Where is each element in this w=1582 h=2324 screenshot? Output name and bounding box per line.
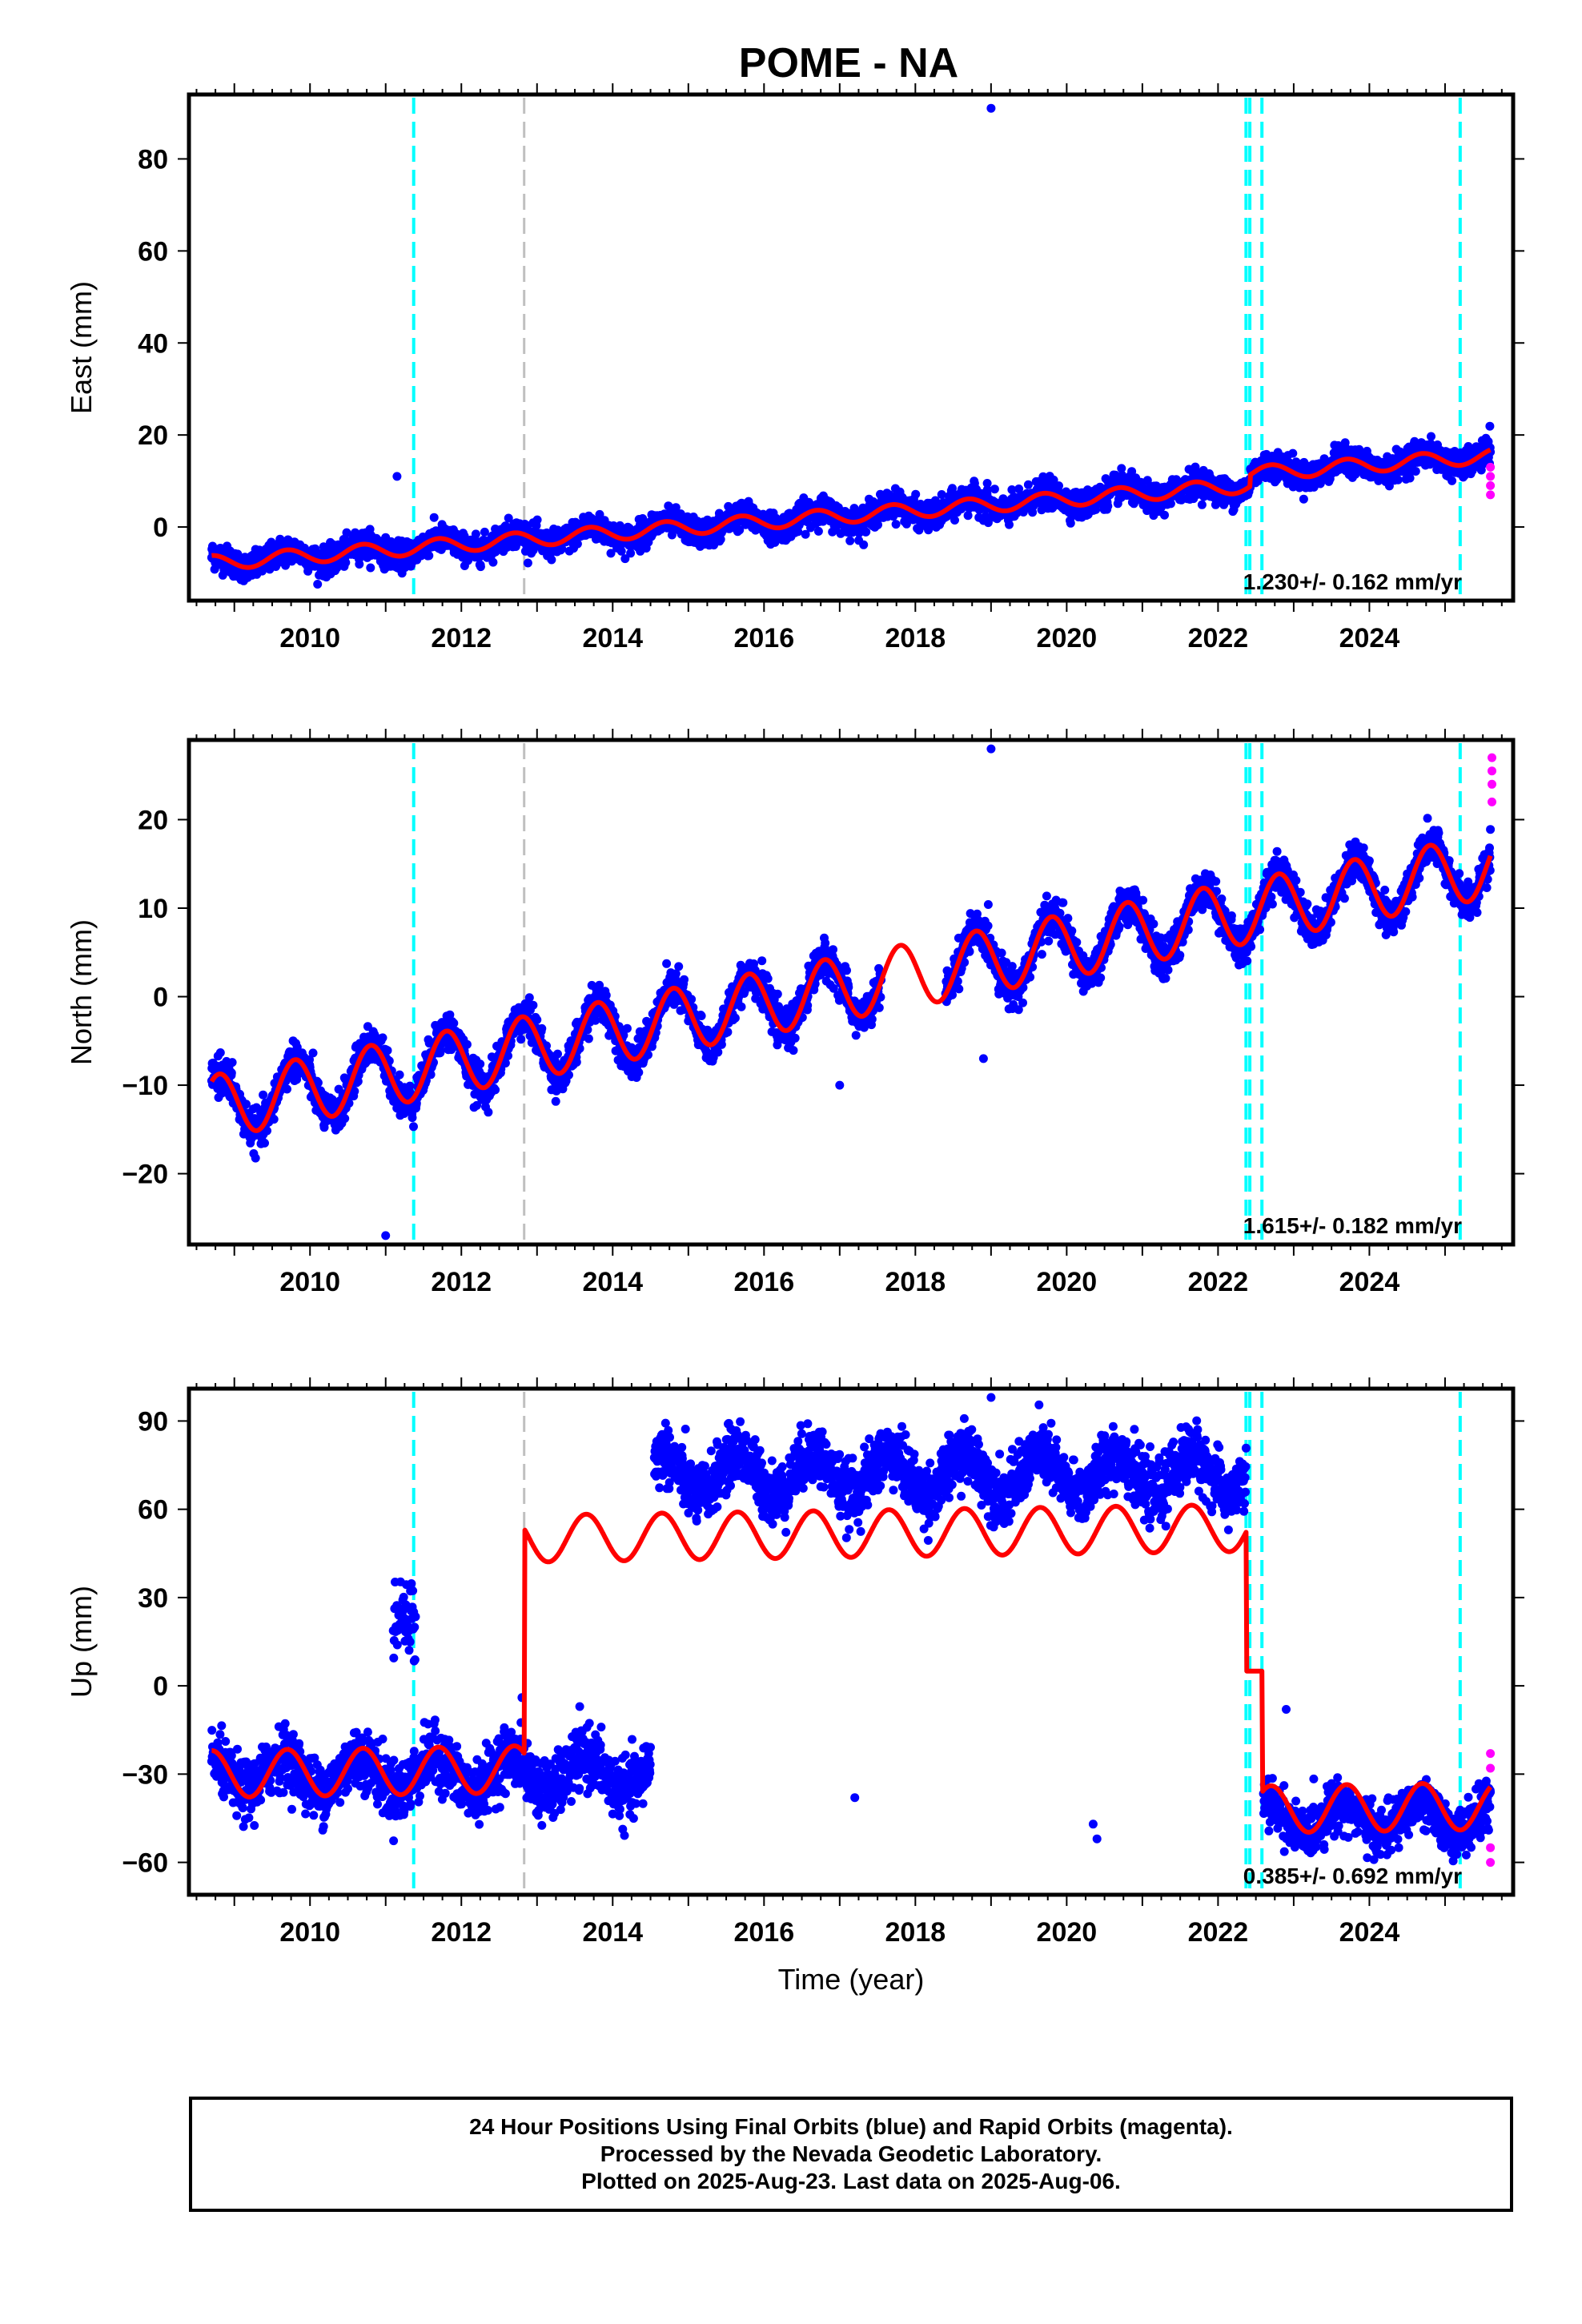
x-tick-label: 2024	[1339, 623, 1400, 653]
data-point	[392, 472, 402, 481]
data-point	[308, 1048, 318, 1058]
data-point	[471, 529, 480, 539]
data-point	[504, 513, 513, 523]
data-point	[476, 562, 485, 572]
data-point	[986, 103, 996, 113]
data-point	[387, 537, 396, 546]
x-tick-label: 2010	[279, 623, 340, 653]
y-tick-label: 20	[138, 420, 168, 451]
data-point	[480, 527, 489, 537]
data-point	[1103, 501, 1113, 511]
y-tick-label: 40	[138, 328, 168, 359]
data-point	[1427, 432, 1435, 441]
data-point	[1299, 494, 1308, 504]
data-point	[671, 503, 681, 513]
data-point	[227, 1068, 236, 1078]
data-point	[1393, 475, 1403, 485]
data-point	[572, 539, 582, 549]
rapid-orbit-point	[1486, 462, 1496, 472]
data-point	[901, 519, 911, 529]
data-point	[982, 479, 992, 488]
data-point	[620, 554, 630, 564]
data-point	[251, 1153, 260, 1163]
rapid-orbit-point	[1486, 480, 1496, 490]
data-point	[861, 527, 871, 537]
data-point	[355, 560, 364, 569]
data-point	[716, 535, 725, 544]
final-orbit-points	[207, 103, 1496, 589]
data-point	[532, 515, 542, 525]
data-point	[845, 536, 855, 545]
x-tick-label: 2018	[885, 623, 946, 653]
panel-north: 2010 2012 2014 2016 2018 2020 2022 2024−20−1001…	[65, 729, 1524, 1297]
data-point	[269, 1115, 279, 1124]
data-point	[523, 558, 532, 568]
data-point	[227, 1058, 237, 1068]
data-point	[616, 546, 626, 556]
data-point	[595, 509, 604, 519]
data-point	[547, 555, 556, 565]
data-point	[911, 489, 921, 499]
y-tick-label: 60	[138, 236, 168, 267]
panel-east: 2010 2012 2014 2016 2018 2020 2022 2024 0 20 40 60 8…	[65, 83, 1524, 653]
data-point	[341, 558, 351, 567]
data-point	[1485, 421, 1495, 431]
y-tick-label: 0	[153, 513, 168, 543]
data-point	[215, 1048, 225, 1057]
data-point	[1447, 476, 1457, 485]
rapid-orbit-point	[1486, 472, 1496, 481]
x-tick-label: 2012	[431, 623, 492, 653]
data-point	[1066, 518, 1075, 528]
data-point	[460, 531, 469, 541]
velocity-rate-label: 1.230+/- 0.162 mm/yr	[1243, 569, 1462, 594]
data-point	[813, 526, 823, 536]
data-point	[1288, 448, 1298, 458]
data-point	[260, 1138, 269, 1148]
data-point	[1411, 467, 1420, 476]
x-tick-label: 2016	[733, 623, 794, 653]
x-tick-label: 2020	[1037, 623, 1098, 653]
x-tick-label: 2022	[1188, 623, 1249, 653]
x-tick-label: 2014	[582, 623, 643, 653]
data-point	[424, 551, 434, 561]
data-point	[950, 516, 959, 525]
data-point	[990, 485, 999, 494]
data-point	[948, 484, 957, 493]
data-point	[735, 525, 745, 535]
data-point	[606, 549, 616, 558]
data-point	[242, 1100, 251, 1109]
data-point	[340, 1114, 350, 1124]
data-point	[1160, 510, 1169, 520]
data-point	[891, 520, 901, 529]
data-point	[429, 513, 439, 522]
final-orbit-points	[207, 744, 1496, 1240]
data-point	[937, 490, 946, 499]
panels: 2010 2012 2014 2016 2018 2020 2022 2024 0 20 40 60 8…	[65, 83, 1524, 1996]
data-point	[626, 549, 636, 558]
data-point	[1197, 500, 1207, 509]
data-point	[873, 520, 882, 529]
data-point	[488, 557, 498, 567]
rapid-orbit-point	[1486, 490, 1496, 500]
data-point	[366, 563, 375, 573]
data-point	[283, 1084, 291, 1094]
data-point	[859, 540, 869, 549]
data-point	[1023, 480, 1033, 489]
data-point	[259, 1090, 268, 1100]
y-axis-label: East (mm)	[65, 281, 98, 414]
data-point	[963, 511, 973, 521]
data-point	[1166, 499, 1175, 509]
data-point	[801, 529, 810, 539]
data-point	[1005, 520, 1014, 529]
data-point	[313, 580, 323, 589]
chart-title: POME - NA	[739, 40, 958, 86]
y-tick-label: 80	[138, 144, 168, 175]
data-point	[378, 1033, 387, 1043]
